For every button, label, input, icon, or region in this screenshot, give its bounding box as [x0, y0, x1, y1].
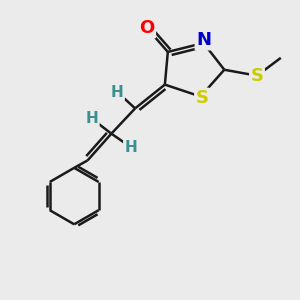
- Text: H: H: [86, 111, 98, 126]
- Text: H: H: [111, 85, 124, 100]
- Text: S: S: [250, 67, 263, 85]
- Text: H: H: [124, 140, 137, 154]
- Text: O: O: [140, 19, 155, 37]
- Text: S: S: [196, 89, 208, 107]
- Text: N: N: [196, 31, 211, 49]
